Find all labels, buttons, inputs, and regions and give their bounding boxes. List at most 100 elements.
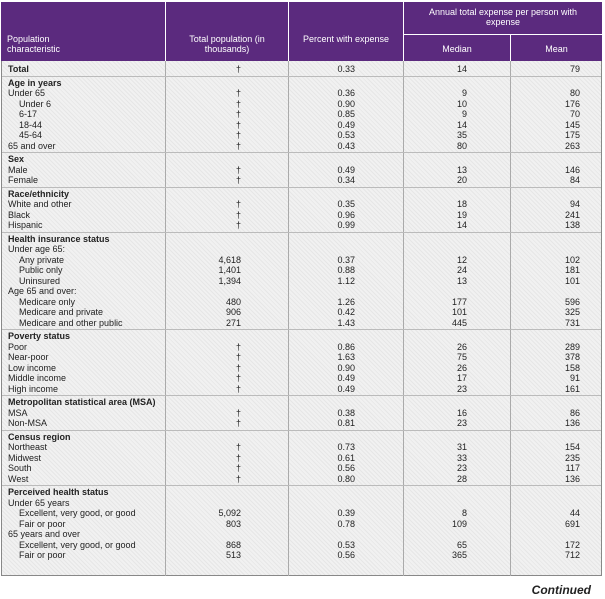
cell: 94 [569, 199, 580, 209]
cell: 17 [456, 373, 467, 383]
cell: 712 [564, 550, 580, 560]
section-rule [2, 485, 601, 486]
cell: 0.43 [337, 140, 355, 151]
table-body [1, 2, 602, 576]
cell: † [235, 199, 241, 209]
row-label: Fair or poor [19, 518, 66, 529]
cell: 26 [456, 341, 467, 352]
cell: 158 [564, 362, 580, 373]
row-label: Low income [8, 362, 57, 373]
cell: 0.37 [337, 254, 355, 265]
cell: 138 [564, 220, 580, 230]
cell: † [235, 164, 241, 175]
cell: 271 [225, 317, 241, 328]
cell: 731 [564, 317, 580, 328]
cell: 136 [564, 418, 580, 428]
section-title: Age in years [8, 77, 62, 88]
cell: 0.56 [337, 463, 355, 473]
cell: † [235, 373, 241, 383]
cell: 10 [456, 98, 467, 109]
cell: 84 [569, 175, 580, 185]
section-title: Race/ethnicity [8, 188, 70, 199]
row-label: Medicare and private [19, 307, 104, 317]
divider [165, 2, 166, 61]
cell: 9 [461, 88, 467, 98]
cell: 0.78 [337, 518, 355, 529]
cell: 0.39 [337, 508, 355, 518]
header-cell: Population characteristic [7, 34, 61, 54]
cell: 176 [564, 98, 580, 109]
header-cell: Total population (in thousands) [189, 34, 265, 54]
cell: † [235, 130, 241, 140]
cell: 0.86 [337, 341, 355, 352]
row-label: Uninsured [19, 275, 61, 286]
cell: 5,092 [218, 508, 241, 518]
cell: 0.42 [337, 307, 355, 317]
cell: 80 [456, 140, 467, 151]
section-rule [2, 329, 601, 330]
divider [403, 2, 404, 61]
row-label: 65 years and over [8, 529, 81, 539]
cell: 0.56 [337, 550, 355, 560]
cell: 12 [456, 254, 467, 265]
cell: † [235, 220, 241, 230]
cell: 9 [461, 109, 467, 119]
cell: † [235, 175, 241, 185]
section-title: Perceived health status [8, 487, 109, 497]
row-label: High income [8, 383, 59, 394]
cell: 31 [456, 442, 467, 452]
row-label: Under 6 [19, 98, 52, 109]
cell: † [235, 383, 241, 394]
row-label: Under 65 years [8, 497, 70, 508]
cell: † [235, 418, 241, 428]
cell: † [235, 463, 241, 473]
cell: 0.90 [337, 362, 355, 373]
cell: † [235, 452, 241, 463]
cell: 177 [451, 296, 467, 307]
cell: 18 [456, 199, 467, 209]
cell: 14 [456, 119, 467, 130]
cell: 4,618 [218, 254, 241, 265]
section-title: Health insurance status [8, 233, 110, 244]
cell: 1.43 [337, 317, 355, 328]
header-cell: Percent with expense [302, 34, 390, 44]
cell: 102 [564, 254, 580, 265]
cell: 241 [564, 209, 580, 220]
cell: 91 [569, 373, 580, 383]
cell: † [235, 119, 241, 130]
cell: † [235, 473, 241, 484]
cell: 325 [564, 307, 580, 317]
cell: † [235, 407, 241, 418]
row-label: Black [8, 209, 31, 220]
cell: 26 [456, 362, 467, 373]
row-label: 6-17 [19, 109, 38, 119]
divider [403, 34, 602, 35]
cell: 23 [456, 383, 467, 394]
cell: 1,401 [218, 265, 241, 275]
row-label: Poor [8, 341, 28, 352]
cell: 0.49 [337, 164, 355, 175]
cell: † [235, 209, 241, 220]
row-label: Female [8, 175, 39, 185]
cell: 13 [456, 275, 467, 286]
cell: 172 [564, 539, 580, 550]
cell: 0.85 [337, 109, 355, 119]
cell: 1.26 [337, 296, 355, 307]
row-label: South [8, 463, 32, 473]
cell: 33 [456, 452, 467, 463]
cell: 181 [564, 265, 580, 275]
row-label: Midwest [8, 452, 42, 463]
cell: 145 [564, 119, 580, 130]
cell: 0.73 [337, 442, 355, 452]
cell: 23 [456, 463, 467, 473]
cell: † [235, 362, 241, 373]
cell: 75 [456, 352, 467, 362]
section-rule [2, 231, 601, 233]
section-title: Metropolitan statistical area (MSA) [8, 397, 156, 407]
section-title: Census region [8, 431, 71, 442]
cell: 1.12 [337, 275, 355, 286]
cell: † [235, 341, 241, 352]
cell: 0.49 [337, 383, 355, 394]
cell: 109 [451, 518, 467, 529]
cell: 868 [225, 539, 241, 550]
